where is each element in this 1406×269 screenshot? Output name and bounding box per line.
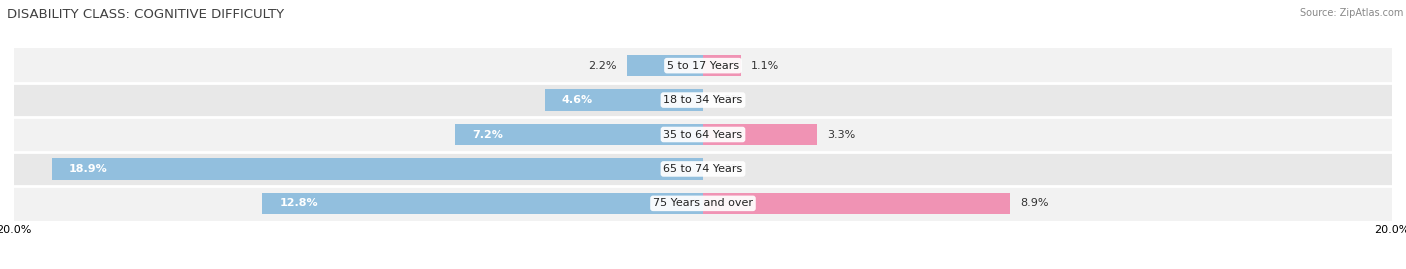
Text: 18.9%: 18.9%: [69, 164, 108, 174]
Bar: [14, 48, 1392, 83]
Bar: [14, 186, 1392, 221]
Text: 65 to 74 Years: 65 to 74 Years: [664, 164, 742, 174]
Text: 3.3%: 3.3%: [827, 129, 855, 140]
Bar: [14, 152, 1392, 186]
Text: 4.6%: 4.6%: [562, 95, 593, 105]
Bar: [703, 55, 741, 76]
Bar: [703, 193, 1010, 214]
Text: Source: ZipAtlas.com: Source: ZipAtlas.com: [1299, 8, 1403, 18]
Text: 5 to 17 Years: 5 to 17 Years: [666, 61, 740, 71]
Text: 18 to 34 Years: 18 to 34 Years: [664, 95, 742, 105]
Text: 75 Years and over: 75 Years and over: [652, 198, 754, 208]
Text: 0.0%: 0.0%: [713, 164, 741, 174]
Bar: [456, 124, 703, 145]
Bar: [14, 117, 1392, 152]
Bar: [14, 83, 1392, 117]
Bar: [703, 124, 817, 145]
Text: 0.0%: 0.0%: [713, 95, 741, 105]
Text: DISABILITY CLASS: COGNITIVE DIFFICULTY: DISABILITY CLASS: COGNITIVE DIFFICULTY: [7, 8, 284, 21]
Bar: [627, 55, 703, 76]
Text: 2.2%: 2.2%: [588, 61, 617, 71]
Text: 1.1%: 1.1%: [751, 61, 779, 71]
Bar: [262, 193, 703, 214]
Bar: [52, 158, 703, 180]
Text: 8.9%: 8.9%: [1019, 198, 1049, 208]
Text: 35 to 64 Years: 35 to 64 Years: [664, 129, 742, 140]
Bar: [544, 89, 703, 111]
Text: 12.8%: 12.8%: [280, 198, 318, 208]
Text: 7.2%: 7.2%: [472, 129, 503, 140]
